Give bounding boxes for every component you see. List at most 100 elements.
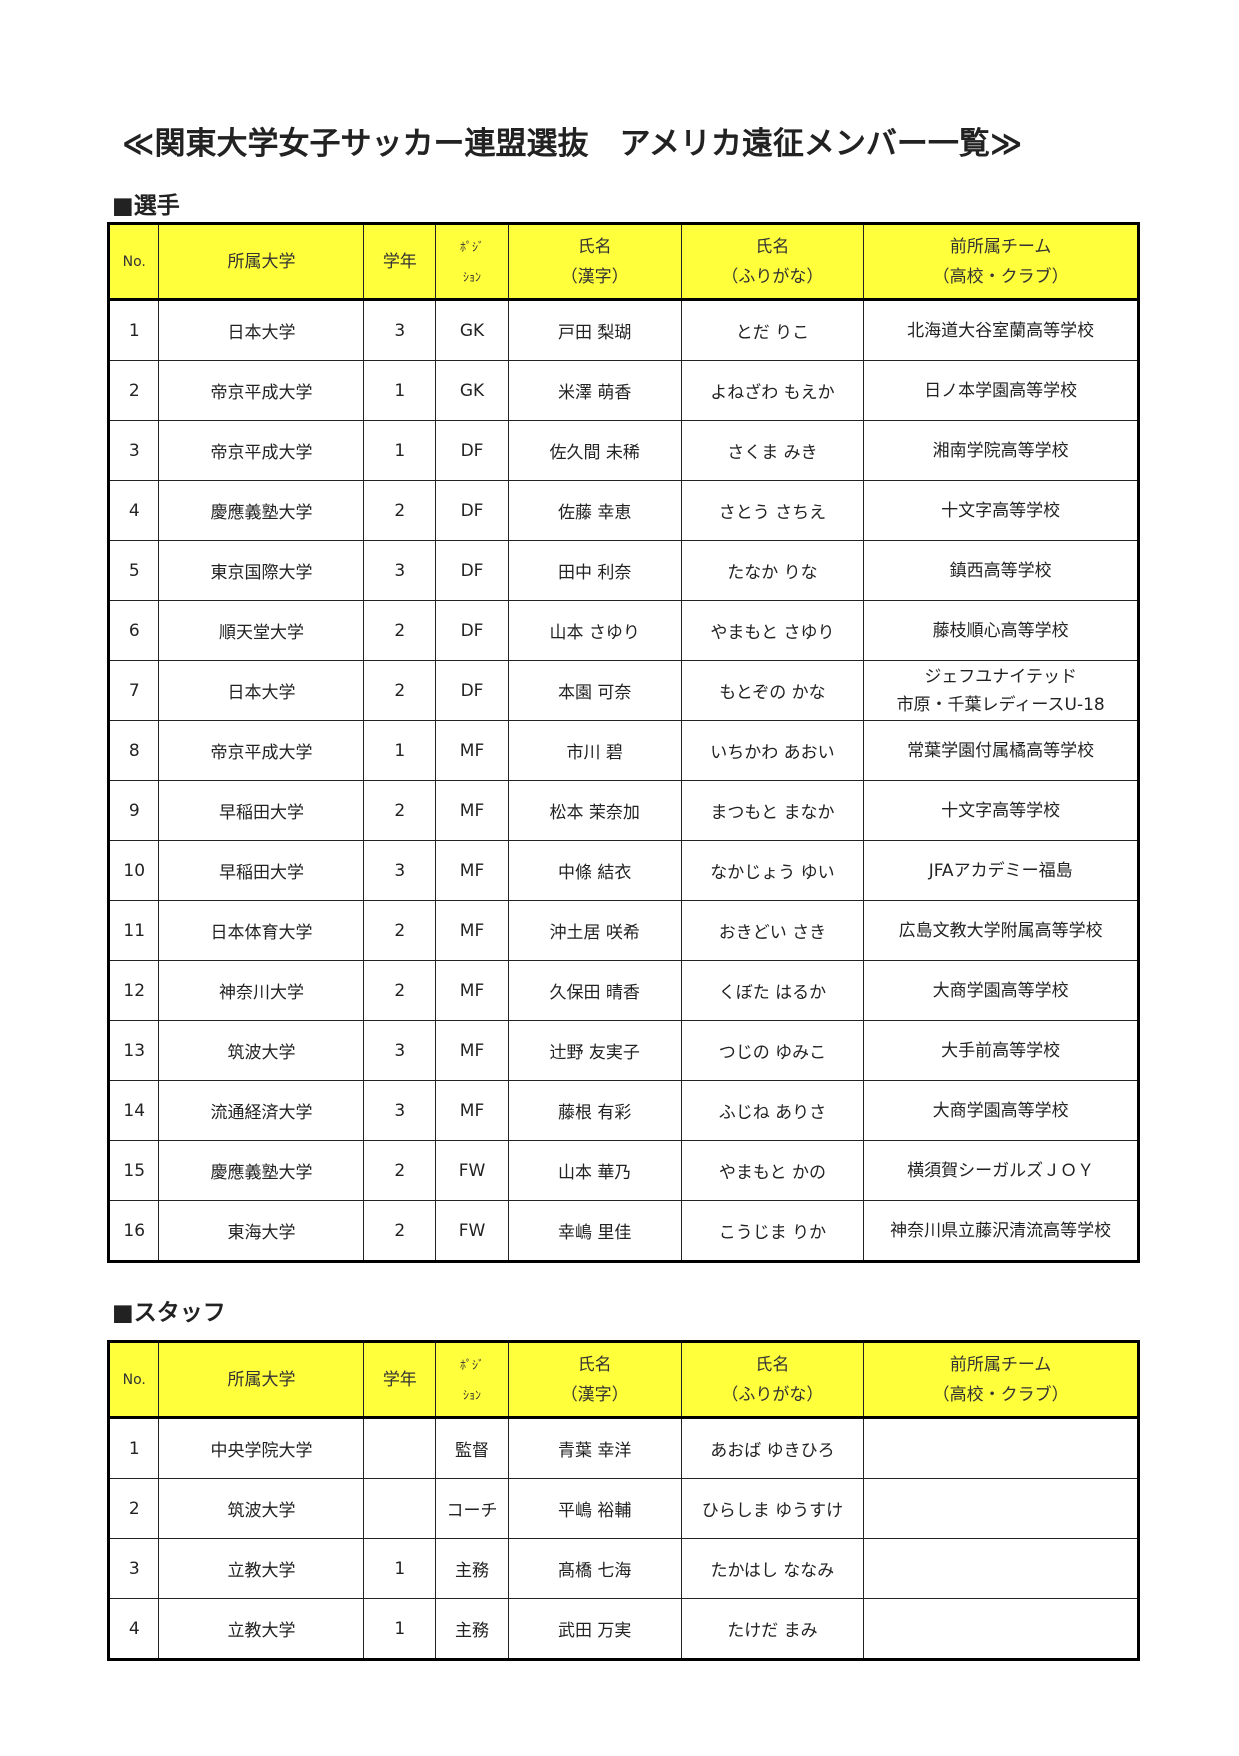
col-university: 所属大学	[158, 1341, 365, 1418]
cell-year: 2	[363, 1140, 437, 1201]
table-row: 2 帝京平成大学 1 GK 米澤 萌香 よねざわ もえか 日ノ本学園高等学校	[107, 360, 1139, 421]
cell-prev-team: ジェフユナイテッド 市原・千葉レディースU-18	[863, 660, 1139, 721]
cell-year: 2	[363, 900, 437, 961]
cell-name-kanji: 沖土居 咲希	[507, 900, 682, 961]
prev-team-line1: 大商学園高等学校	[932, 980, 1069, 1001]
cell-position: MF	[435, 960, 509, 1021]
cell-name-kanji: 辻野 友実子	[507, 1020, 682, 1081]
col-prev-team-line2: （高校・クラブ）	[932, 1384, 1069, 1405]
cell-name-kanji: 山本 さゆり	[507, 600, 682, 661]
cell-year: 2	[363, 660, 437, 721]
cell-position: MF	[435, 780, 509, 841]
cell-position: MF	[435, 720, 509, 781]
cell-year: 2	[363, 600, 437, 661]
cell-position: DF	[435, 600, 509, 661]
cell-name-kana: こうじま りか	[680, 1200, 865, 1262]
prev-team-line1: JFAアカデミー福島	[928, 860, 1073, 881]
cell-name-kanji: 幸嶋 里佳	[507, 1200, 682, 1262]
staff-table: No. 所属大学 学年 ﾎﾟｼﾞ ｼｮﾝ 氏名 （漢字） 氏名 （ふりがな） 前所属チ…	[107, 1340, 1140, 1661]
cell-name-kanji: 武田 万実	[507, 1598, 682, 1660]
table-row: 7 日本大学 2 DF 本園 可奈 もとぞの かな ジェフユナイテッド 市原・千葉…	[107, 660, 1139, 721]
cell-no: 2	[107, 360, 160, 421]
cell-prev-team: 十文字高等学校	[863, 480, 1139, 541]
table-row: 6 順天堂大学 2 DF 山本 さゆり やまもと さゆり 藤枝順心高等学校	[107, 600, 1139, 661]
col-prev-team-line1: 前所属チーム	[949, 236, 1052, 257]
cell-no: 4	[107, 480, 160, 541]
cell-university: 順天堂大学	[158, 600, 365, 661]
cell-year: 3	[363, 840, 437, 901]
table-row: 4 慶應義塾大学 2 DF 佐藤 幸恵 さとう さちえ 十文字高等学校	[107, 480, 1139, 541]
cell-no: 4	[107, 1598, 160, 1660]
cell-position: GK	[435, 299, 509, 361]
col-prev-team: 前所属チーム （高校・クラブ）	[863, 1341, 1139, 1418]
cell-year: 1	[363, 1598, 437, 1660]
prev-team-line1: 湘南学院高等学校	[932, 440, 1069, 461]
cell-prev-team: 鎮西高等学校	[863, 540, 1139, 601]
header-row: No. 所属大学 学年 ﾎﾟｼﾞ ｼｮﾝ 氏名 （漢字） 氏名 （ふりがな） 前所属チ…	[107, 223, 1139, 300]
col-position: ﾎﾟｼﾞ ｼｮﾝ	[435, 1341, 509, 1418]
cell-name-kana: やまもと かの	[680, 1140, 865, 1201]
cell-name-kanji: 佐藤 幸恵	[507, 480, 682, 541]
cell-prev-team: 藤枝順心高等学校	[863, 600, 1139, 661]
cell-no: 16	[107, 1200, 160, 1262]
cell-name-kana: つじの ゆみこ	[680, 1020, 865, 1081]
prev-team-line1: 大商学園高等学校	[932, 1100, 1069, 1121]
staff-heading: ■スタッフ	[112, 1300, 226, 1326]
cell-year: 2	[363, 1200, 437, 1262]
cell-name-kana: よねざわ もえか	[680, 360, 865, 421]
cell-year: 1	[363, 360, 437, 421]
cell-year: 3	[363, 540, 437, 601]
cell-university: 慶應義塾大学	[158, 1140, 365, 1201]
cell-university: 慶應義塾大学	[158, 480, 365, 541]
cell-university: 帝京平成大学	[158, 360, 365, 421]
cell-name-kana: ふじね ありさ	[680, 1080, 865, 1141]
cell-name-kana: なかじょう ゆい	[680, 840, 865, 901]
cell-name-kanji: 松本 茉奈加	[507, 780, 682, 841]
cell-year: 2	[363, 780, 437, 841]
cell-university: 東海大学	[158, 1200, 365, 1262]
cell-year	[363, 1417, 437, 1479]
cell-prev-team	[863, 1538, 1139, 1599]
cell-name-kana: さとう さちえ	[680, 480, 865, 541]
table-row: 1 中央学院大学 監督 青葉 幸洋 あおば ゆきひろ	[107, 1417, 1139, 1479]
col-name-kanji-line2: （漢字）	[560, 266, 629, 287]
cell-name-kana: ひらしま ゆうすけ	[680, 1478, 865, 1539]
table-row: 12 神奈川大学 2 MF 久保田 晴香 くぼた はるか 大商学園高等学校	[107, 960, 1139, 1021]
cell-name-kanji: 久保田 晴香	[507, 960, 682, 1021]
cell-position: MF	[435, 1080, 509, 1141]
prev-team-line1: 神奈川県立藤沢清流高等学校	[890, 1220, 1112, 1241]
col-position-line1: ﾎﾟｼﾞ	[460, 239, 485, 254]
table-row: 9 早稲田大学 2 MF 松本 茉奈加 まつもと まなか 十文字高等学校	[107, 780, 1139, 841]
cell-prev-team: 神奈川県立藤沢清流高等学校	[863, 1200, 1139, 1262]
col-university: 所属大学	[158, 223, 365, 300]
cell-university: 帝京平成大学	[158, 420, 365, 481]
cell-no: 6	[107, 600, 160, 661]
cell-no: 3	[107, 420, 160, 481]
cell-university: 筑波大学	[158, 1020, 365, 1081]
cell-no: 11	[107, 900, 160, 961]
col-year: 学年	[363, 1341, 437, 1418]
cell-position: DF	[435, 480, 509, 541]
cell-name-kana: やまもと さゆり	[680, 600, 865, 661]
cell-position: MF	[435, 1020, 509, 1081]
col-name-kana-line1: 氏名	[755, 1354, 790, 1375]
cell-name-kanji: 平嶋 裕輔	[507, 1478, 682, 1539]
cell-name-kana: とだ りこ	[680, 299, 865, 361]
cell-university: 早稲田大学	[158, 840, 365, 901]
header-row: No. 所属大学 学年 ﾎﾟｼﾞ ｼｮﾝ 氏名 （漢字） 氏名 （ふりがな） 前所属チ…	[107, 1341, 1139, 1418]
col-position-line2: ｼｮﾝ	[463, 1387, 482, 1402]
col-prev-team-line1: 前所属チーム	[949, 1354, 1052, 1375]
table-row: 15 慶應義塾大学 2 FW 山本 華乃 やまもと かの 横須賀シーガルズＪＯＹ	[107, 1140, 1139, 1201]
cell-prev-team: 横須賀シーガルズＪＯＹ	[863, 1140, 1139, 1201]
cell-year: 2	[363, 960, 437, 1021]
cell-no: 5	[107, 540, 160, 601]
cell-name-kana: もとぞの かな	[680, 660, 865, 721]
cell-university: 中央学院大学	[158, 1417, 365, 1479]
table-row: 3 立教大学 1 主務 髙橋 七海 たかはし ななみ	[107, 1538, 1139, 1599]
cell-name-kanji: 山本 華乃	[507, 1140, 682, 1201]
cell-university: 日本大学	[158, 299, 365, 361]
col-no: No.	[107, 223, 160, 300]
cell-name-kana: まつもと まなか	[680, 780, 865, 841]
table-row: 16 東海大学 2 FW 幸嶋 里佳 こうじま りか 神奈川県立藤沢清流高等学校	[107, 1200, 1139, 1262]
prev-team-line1: 大手前高等学校	[941, 1040, 1061, 1061]
